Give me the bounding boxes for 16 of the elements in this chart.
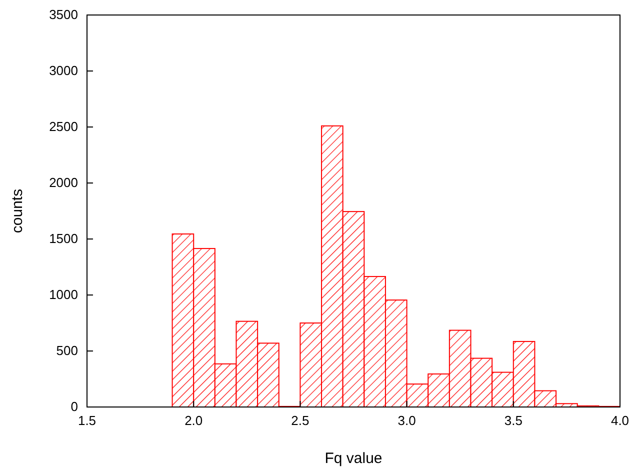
y-tick-label: 2000 <box>49 175 78 190</box>
x-tick-label: 1.5 <box>78 413 96 428</box>
x-tick-label: 3.0 <box>398 413 416 428</box>
y-tick-label: 3000 <box>49 63 78 78</box>
x-tick-label: 4.0 <box>610 413 630 428</box>
x-tick-label: 2.0 <box>184 413 203 428</box>
y-tick-label: 1000 <box>49 287 78 302</box>
y-tick-label: 3500 <box>49 7 78 22</box>
y-tick-label: 0 <box>70 399 78 414</box>
x-tick-label: 2.5 <box>291 413 310 428</box>
y-tick-label: 2500 <box>49 119 78 134</box>
y-axis-title: counts <box>9 188 26 234</box>
y-tick-label: 500 <box>56 343 78 358</box>
x-axis-title: Fq value <box>324 450 382 467</box>
y-tick-label: 1500 <box>49 231 78 246</box>
x-tick-label: 3.5 <box>504 413 522 428</box>
